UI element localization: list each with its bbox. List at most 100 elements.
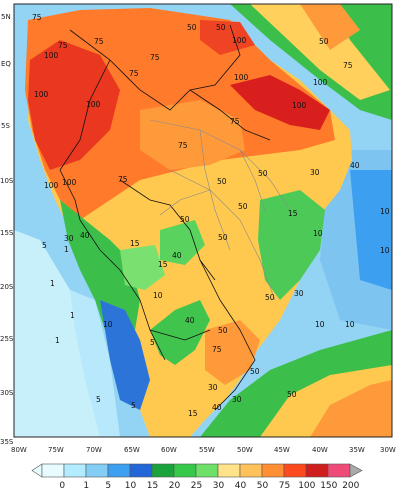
contour-label: 50 <box>265 293 275 302</box>
map-border <box>13 3 393 438</box>
contour-label: 75 <box>343 61 353 70</box>
central-orange <box>140 100 245 170</box>
lon-label-75w: 75W <box>48 446 64 454</box>
southwest-blue <box>100 300 150 410</box>
contour-label: 50 <box>180 215 190 224</box>
contour-label: 100 <box>234 73 249 82</box>
northwest-red-zone <box>28 40 120 170</box>
contour-label: 5 <box>131 401 136 410</box>
south-atlantic-orange <box>310 380 392 437</box>
contour-label: 50 <box>187 23 197 32</box>
colorbar-tick-label: 200 <box>342 481 359 491</box>
contour-label: 30 <box>294 289 304 298</box>
lon-label-35w: 35W <box>349 446 365 454</box>
colorbar-swatch <box>261 463 285 478</box>
contour-label: 75 <box>212 345 222 354</box>
lat-label-5s: 5S <box>1 122 10 130</box>
colorbar-tick-label: 75 <box>279 481 290 491</box>
north-atlantic-yellow <box>250 4 390 100</box>
contour-label: 100 <box>34 90 49 99</box>
lon-label-45w: 45W <box>274 446 290 454</box>
contour-label: 30 <box>232 395 242 404</box>
contour-label: 10 <box>380 207 390 216</box>
colorbar-tick-label: 150 <box>320 481 337 491</box>
contour-label: 75 <box>94 37 104 46</box>
lat-label-30s: 30S <box>0 389 14 397</box>
contour-label: 75 <box>178 141 188 150</box>
colorbar-swatch <box>173 463 197 478</box>
colorbar-swatch <box>129 463 153 478</box>
contour-label: 75 <box>118 175 128 184</box>
contour-label: 1 <box>55 336 60 345</box>
contour-label: 50 <box>218 233 228 242</box>
lat-label-5n: 5N <box>1 13 11 21</box>
lon-label-80w: 80W <box>11 446 27 454</box>
east-coast-deepblue <box>350 170 392 290</box>
colorbar-left-arrow <box>31 463 43 478</box>
contour-label: 100 <box>313 78 328 87</box>
colorbar: 0 1 5 10 15 20 25 30 40 50 75 100 150 200 <box>31 463 363 491</box>
contour-label: 50 <box>287 390 297 399</box>
contour-label: 100 <box>44 181 59 190</box>
colorbar-tick-label: 30 <box>213 481 225 491</box>
contour-label: 15 <box>188 409 198 418</box>
colorbar-tick-label: 25 <box>191 481 202 491</box>
contour-label: 75 <box>32 13 42 22</box>
central-lightgreen <box>120 245 165 290</box>
colorbar-swatch <box>151 463 175 478</box>
colorbar-swatch <box>283 463 307 478</box>
contour-label: 50 <box>216 23 226 32</box>
state-borders <box>149 119 291 301</box>
contour-label: 5 <box>42 241 47 250</box>
pantanal-green <box>160 220 205 265</box>
contour-label: 10 <box>313 229 323 238</box>
contour-label: 1 <box>64 245 69 254</box>
colorbar-tick-label: 0 <box>59 481 65 491</box>
contour-label: 50 <box>258 169 268 178</box>
contour-label: 100 <box>232 36 247 45</box>
contour-label: 10 <box>345 320 355 329</box>
colorbar-swatch <box>107 463 131 478</box>
lat-label-10s: 10S <box>0 177 14 185</box>
contour-label: 40 <box>185 316 195 325</box>
colorbar-swatch <box>63 463 87 478</box>
contour-label: 10 <box>315 320 325 329</box>
colorbar-tick-label: 1 <box>83 481 89 491</box>
colorbar-tick-label: 50 <box>257 481 269 491</box>
colorbar-tick-label: 40 <box>235 481 247 491</box>
contour-label: 30 <box>310 168 320 177</box>
colorbar-swatch <box>41 463 65 478</box>
contour-label: 10 <box>153 291 163 300</box>
pacific-low-zone <box>14 230 110 437</box>
contour-label: 30 <box>64 234 74 243</box>
contour-label: 100 <box>62 178 77 187</box>
lon-label-30w: 30W <box>380 446 396 454</box>
contour-label: 30 <box>208 383 218 392</box>
lat-label-eq: EQ <box>1 60 11 68</box>
lon-label-55w: 55W <box>199 446 215 454</box>
colorbar-tick-label: 15 <box>147 481 158 491</box>
contour-label: 15 <box>130 239 140 248</box>
lon-label-50w: 50W <box>237 446 253 454</box>
lat-label-15s: 15S <box>0 229 14 237</box>
contour-label: 5 <box>96 395 101 404</box>
contour-label: 75 <box>58 41 68 50</box>
contour-label: 50 <box>218 326 228 335</box>
contour-label: 40 <box>172 251 182 260</box>
colorbar-swatch <box>217 463 241 478</box>
colorbar-swatch <box>85 463 109 478</box>
colorbar-swatch <box>239 463 263 478</box>
colorbar-swatch <box>305 463 329 478</box>
southeast-green <box>258 190 325 300</box>
contour-label: 50 <box>217 177 227 186</box>
contour-label: 10 <box>380 246 390 255</box>
northeast-red-zone <box>230 75 330 130</box>
southern-green <box>150 300 210 365</box>
contour-label: 100 <box>86 100 101 109</box>
chile-pale <box>70 290 120 437</box>
contour-label: 100 <box>292 101 307 110</box>
colorbar-tick-label: 20 <box>169 481 181 491</box>
far-north-red <box>200 20 255 55</box>
lon-label-40w: 40W <box>312 446 328 454</box>
longitude-labels: 80W 75W 70W 65W 60W 55W 50W 45W 40W 35W … <box>11 446 396 454</box>
